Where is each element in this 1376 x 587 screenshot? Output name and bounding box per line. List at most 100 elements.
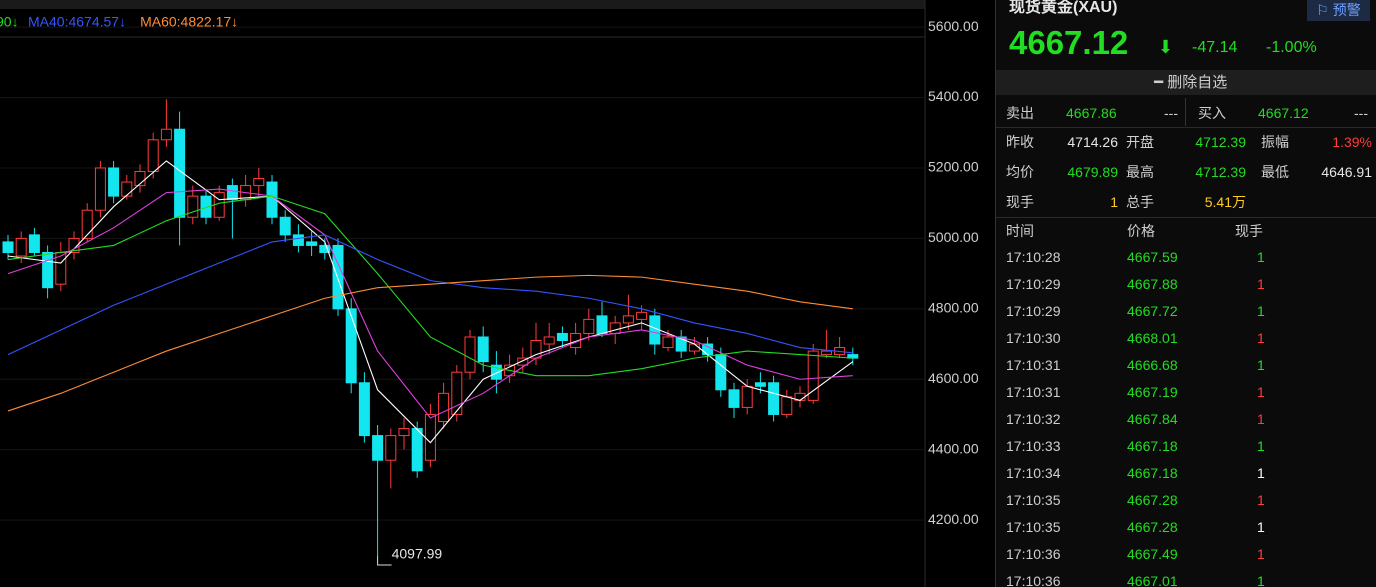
candle-body [438,392,450,422]
tick-time: 17:10:29 [1006,303,1061,319]
separator [996,217,1376,218]
candle-body [543,336,555,345]
candle-body [345,308,357,384]
stat-value: 4646.91 [1321,164,1372,180]
tick-time: 17:10:28 [1006,249,1061,265]
tick-vol: 1 [1257,492,1265,508]
stat-label: 现手 [1006,194,1034,210]
candle-body [160,128,172,141]
tick-time: 17:10:34 [1006,465,1061,481]
candle-body [596,315,608,334]
y-tick-label: 5600.00 [928,18,979,34]
y-tick-label: 5400.00 [928,88,979,104]
candle-body [556,332,568,342]
ma-line [7,188,853,419]
candle-body [662,336,674,349]
y-tick-label: 4600.00 [928,370,979,386]
tick-time: 17:10:33 [1006,438,1061,454]
tick-vol: 1 [1257,330,1265,346]
candle-body [688,343,700,352]
candle-body [134,170,146,187]
remove-bar[interactable]: ━ 删除自选 [996,70,1376,95]
candle-body [332,244,344,310]
tick-price: 4667.49 [1127,546,1178,562]
candle-body [226,185,238,201]
candle-body [464,336,476,373]
candle-body [385,435,397,461]
tick-vol: 1 [1257,519,1265,535]
tick-vol: 1 [1257,249,1265,265]
tick-time: 17:10:31 [1006,357,1061,373]
candle-body [306,241,318,246]
low-annotation: 4097.99 [392,546,443,562]
tick-vol: 1 [1257,357,1265,373]
candle-body [754,382,766,387]
tick-price: 4668.01 [1127,330,1178,346]
stat-value: 4712.39 [1195,164,1246,180]
candle-body [68,237,80,253]
ma-line [7,195,853,377]
candle-body [28,234,40,253]
low-annotation-line [377,556,392,566]
candle-body [81,209,93,239]
alert-button[interactable]: ⚐ 预警 [1307,0,1370,21]
stat-label: 开盘 [1126,134,1154,150]
tick-vol: 1 [1257,303,1265,319]
candle-body [728,389,740,408]
candle-body [253,178,265,187]
instrument-title: 现货黄金(XAU) [1009,0,1118,16]
stat-value: 1.39% [1332,134,1372,150]
tick-time: 17:10:35 [1006,519,1061,535]
candle-body [292,234,304,246]
change-percent: -1.00% [1266,39,1317,56]
y-tick-label: 5000.00 [928,229,979,245]
quote-panel: 现货黄金(XAU) ⚐ 预警 4667.12 ⬇ -47.14 -1.00% ━… [995,0,1376,587]
candle-body [768,382,780,415]
stat-label: 昨收 [1006,134,1034,150]
tick-header: 价格 [1127,223,1155,239]
candle-body [781,396,793,415]
tick-price: 4666.68 [1127,357,1178,373]
remove-text[interactable]: 删除自选 [1167,74,1228,91]
alert-text[interactable]: 预警 [1332,2,1361,18]
candle-body [583,318,595,334]
tick-time: 17:10:36 [1006,546,1061,562]
remove-favorite[interactable]: ━ 删除自选 [1154,74,1228,91]
legend-entry: MA60:4822.17↓ [140,14,238,30]
candle-body [200,195,212,218]
tick-vol: 1 [1257,573,1265,587]
legend-entry: MA40:4674.57↓ [28,14,126,30]
tick-time: 17:10:30 [1006,330,1061,346]
candle-body [187,195,199,218]
stat-value: 5.41万 [1204,194,1246,210]
tick-price: 4667.28 [1127,519,1178,535]
y-tick-label: 4200.00 [928,511,979,527]
candle-body [108,167,120,197]
candle-body [741,385,753,408]
stat-value: 4712.39 [1195,134,1246,150]
candle-body [213,192,225,218]
candle-body [42,251,54,289]
tick-price: 4667.18 [1127,438,1178,454]
tick-vol: 1 [1257,411,1265,427]
candle-body [820,350,832,356]
tick-price: 4667.72 [1127,303,1178,319]
ma-line [7,160,854,444]
candle-body [147,139,159,172]
tick-price: 4667.18 [1127,465,1178,481]
stat-value: 4714.26 [1067,134,1118,150]
tick-time: 17:10:32 [1006,411,1061,427]
candle-body [477,336,489,363]
candle-body [636,311,648,320]
legend-entry: 90↓ [0,14,19,30]
candle-body [174,128,186,218]
candle-body [279,216,291,236]
separator [996,127,1376,128]
stat-label: 最高 [1126,164,1154,180]
tick-vol: 1 [1257,384,1265,400]
y-tick-label: 4800.00 [928,300,979,316]
candle-body [411,428,423,472]
candle-body [358,382,370,437]
y-tick-label: 5200.00 [928,159,979,175]
